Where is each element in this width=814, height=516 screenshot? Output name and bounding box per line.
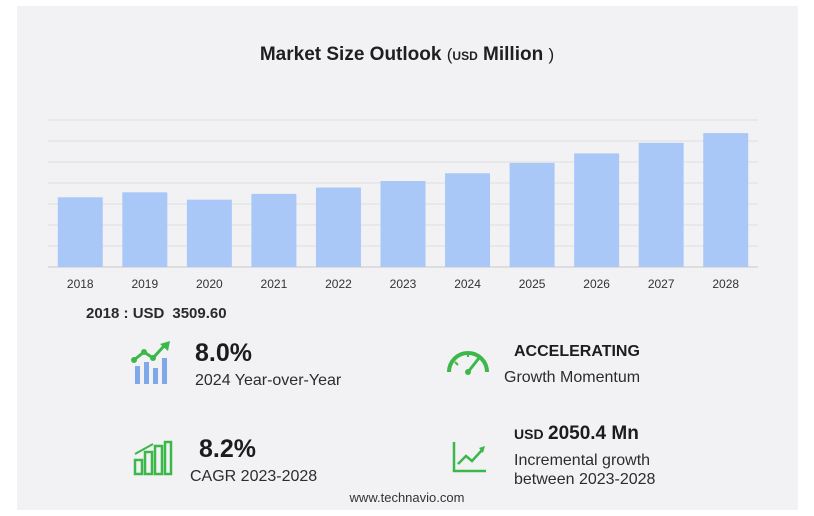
x-tick-2028: 2028	[712, 277, 739, 291]
x-tick-2020: 2020	[196, 277, 223, 291]
chart-title: Market Size Outlook (USD Million )	[0, 44, 814, 66]
kpi-incremental-label-1: Incremental growth	[514, 452, 651, 469]
x-tick-2025: 2025	[519, 277, 546, 291]
base-year-label: 2018 : USD	[86, 305, 165, 322]
kpi-cagr-label: CAGR 2023-2028	[190, 468, 318, 485]
kpi-cagr: 8.2%	[199, 437, 256, 462]
x-tick-2022: 2022	[325, 277, 352, 291]
kpi-cagr-value: 8.2%	[199, 435, 256, 463]
bar-growth-icon	[131, 341, 170, 384]
bar-2026	[574, 153, 620, 267]
kpi-incremental-label-2: between 2023-2028	[514, 471, 656, 488]
bar-2022	[315, 187, 361, 267]
x-tick-2024: 2024	[454, 277, 481, 291]
kpi-yoy: 8.0% 2024 Year-over-Year	[195, 341, 341, 390]
source-footer[interactable]: www.technavio.com	[349, 490, 465, 505]
bar-2018	[57, 197, 103, 267]
kpi-incremental-value: 2050.4 Mn	[548, 423, 639, 444]
bar-2024	[445, 173, 491, 267]
bar-chart: 2018 2019 2020 2021 2022 2023 2024 2025 2026 2027…	[48, 119, 758, 291]
x-tick-2026: 2026	[583, 277, 610, 291]
x-tick-2021: 2021	[261, 277, 288, 291]
x-tick-2018: 2018	[67, 277, 94, 291]
kpi-yoy-value: 8.0%	[195, 339, 252, 367]
bar-2025	[509, 162, 555, 267]
bar-chart-icon	[133, 440, 173, 476]
kpi-incremental-currency: USD	[514, 426, 544, 442]
bar-2020	[186, 199, 232, 267]
title-close-paren: )	[548, 45, 555, 64]
bar-2019	[122, 192, 168, 267]
base-year-value: 2018 : USD 3509.60	[86, 305, 227, 322]
kpi-momentum-sub: Growth Momentum	[504, 368, 640, 387]
x-tick-2023: 2023	[390, 277, 417, 291]
kpi-momentum-label: Growth Momentum	[504, 369, 641, 386]
kpi-momentum-value: ACCELERATING	[514, 343, 640, 360]
bar-2028	[703, 133, 749, 267]
bar-2021	[251, 193, 297, 267]
base-year-amount: 3509.60	[172, 305, 227, 322]
kpi-momentum: ACCELERATING	[514, 343, 640, 361]
title-unit-currency: USD	[452, 49, 478, 63]
x-tick-2019: 2019	[131, 277, 158, 291]
trend-line-icon	[452, 442, 486, 473]
bar-2023	[380, 180, 426, 267]
bar-2027	[638, 142, 684, 267]
x-tick-2027: 2027	[648, 277, 675, 291]
kpi-cagr-sub: CAGR 2023-2028	[190, 467, 317, 486]
title-unit-scale: Million	[483, 44, 544, 65]
speedometer-icon	[447, 351, 489, 375]
title-text: Market Size Outlook	[259, 44, 442, 65]
kpi-incremental-sub: Incremental growth between 2023-2028	[514, 451, 655, 489]
kpi-incremental: USD 2050.4 Mn	[514, 423, 639, 445]
title-open-paren: (	[446, 45, 453, 64]
kpi-yoy-label: 2024 Year-over-Year	[195, 372, 342, 389]
